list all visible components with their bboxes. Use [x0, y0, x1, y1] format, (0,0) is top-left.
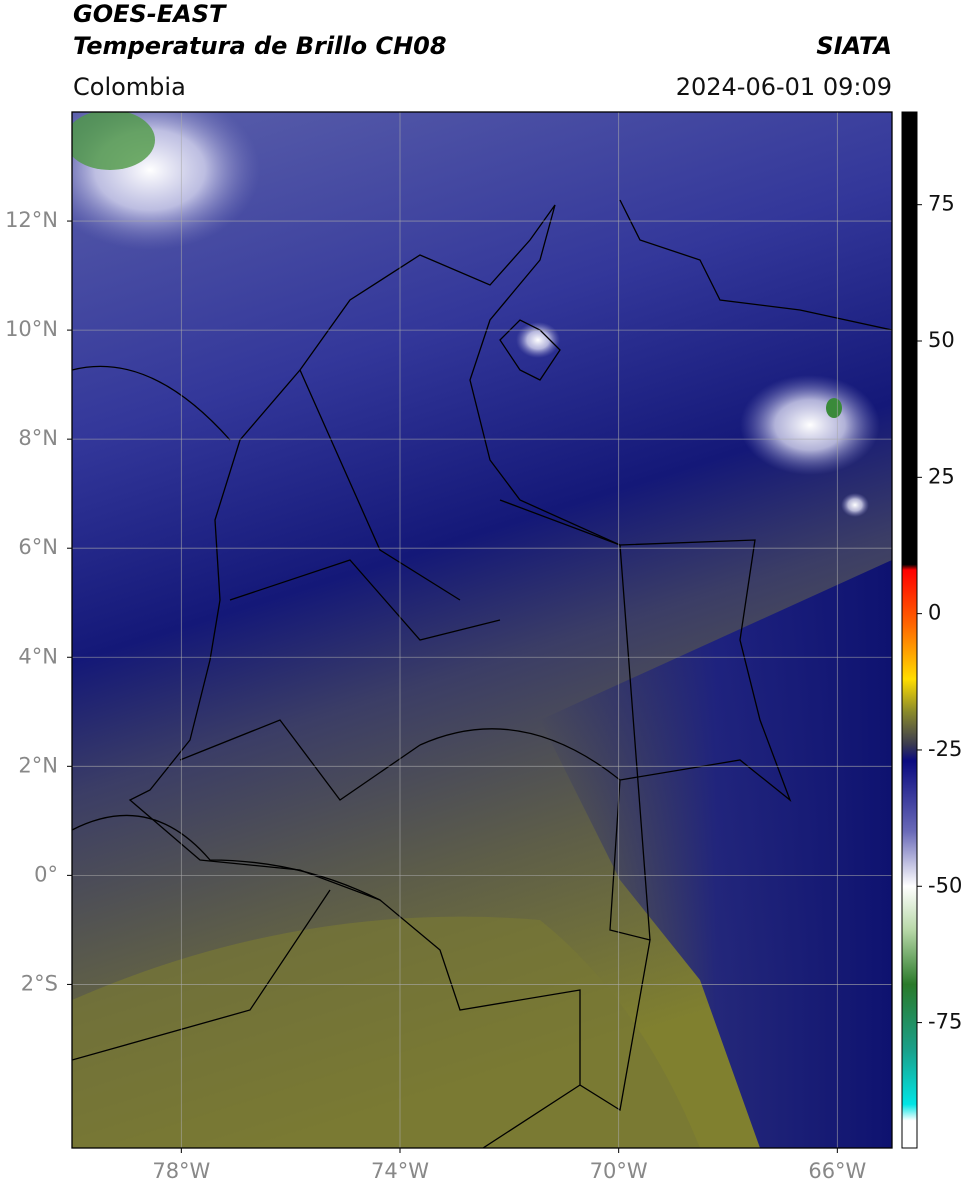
- colorbar-tick-label: -75: [928, 1010, 962, 1034]
- title: GOES-EAST: [73, 0, 227, 28]
- y-tick-label: 4°N: [18, 644, 58, 668]
- x-tick-label: 66°W: [808, 1159, 866, 1183]
- y-tick-label: 2°N: [18, 753, 58, 777]
- colorbar-tick-label: 0: [928, 601, 941, 625]
- colorbar-tick-label: 50: [928, 328, 955, 352]
- satellite-image: [72, 112, 892, 1148]
- datetime: 2024-06-01 09:09: [676, 73, 892, 101]
- colorbar: [901, 111, 918, 1149]
- x-tick-label: 74°W: [371, 1159, 429, 1183]
- colorbar-tick-label: 25: [928, 464, 955, 488]
- map-frame: [71, 111, 893, 1149]
- y-tick-label: 0°: [34, 862, 58, 886]
- y-tick-label: 8°N: [18, 426, 58, 450]
- x-tick-label: 78°W: [152, 1159, 210, 1183]
- colorbar-tick-label: -50: [928, 873, 962, 897]
- y-tick-label: 2°S: [21, 971, 58, 995]
- y-tick-label: 6°N: [18, 535, 58, 559]
- region: Colombia: [73, 73, 186, 101]
- title: Temperatura de Brillo CH08: [73, 32, 447, 60]
- x-tick-label: 70°W: [590, 1159, 648, 1183]
- colorbar-tick-label: 75: [928, 192, 955, 216]
- colorbar-tick-label: -25: [928, 737, 962, 761]
- brand: SIATA: [816, 32, 892, 60]
- graticule: [72, 112, 892, 1148]
- y-tick-label: 12°N: [5, 208, 58, 232]
- y-tick-label: 10°N: [5, 317, 58, 341]
